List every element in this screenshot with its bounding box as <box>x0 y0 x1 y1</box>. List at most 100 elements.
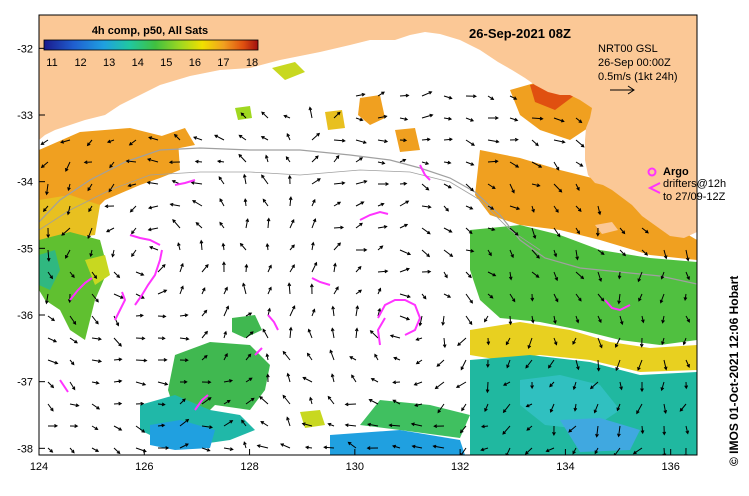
current-arrow <box>131 249 137 258</box>
current-arrow <box>47 315 56 322</box>
current-arrow <box>575 183 580 191</box>
current-arrow <box>465 139 475 146</box>
current-arrow <box>244 263 249 273</box>
current-arrow <box>355 139 367 144</box>
current-arrow <box>65 161 71 172</box>
current-arrow <box>330 373 335 383</box>
current-arrow <box>597 337 603 349</box>
colorbar-tick-label: 14 <box>132 57 144 69</box>
current-arrow <box>179 313 189 318</box>
product-info-line1: NRT00 GSL <box>598 43 658 55</box>
current-arrow <box>157 263 166 273</box>
current-arrow <box>575 161 584 167</box>
sst-patch-east-green <box>470 225 697 345</box>
y-tick-label: -32 <box>17 43 33 55</box>
current-arrow <box>619 249 627 257</box>
current-arrow <box>311 178 321 185</box>
current-arrow <box>684 381 689 390</box>
current-arrow <box>191 200 203 207</box>
colorbar-ticks: 11 12 13 14 15 16 17 18 <box>46 57 258 69</box>
current-arrow <box>421 227 431 235</box>
current-arrow <box>243 198 248 207</box>
drifter-track-7 <box>311 277 331 286</box>
colorbar-tick-label: 12 <box>74 57 86 69</box>
current-arrow <box>413 381 423 386</box>
current-arrow <box>238 153 247 163</box>
current-arrow <box>113 293 125 299</box>
current-arrow <box>309 283 314 295</box>
current-arrow <box>355 305 360 317</box>
current-arrow <box>47 359 59 365</box>
current-arrow <box>311 155 319 163</box>
current-arrow <box>531 227 537 240</box>
current-arrow <box>265 154 269 163</box>
current-arrow <box>91 315 99 325</box>
colorbar-tick-label: 13 <box>103 57 115 69</box>
current-arrow <box>367 422 379 427</box>
current-arrow <box>106 139 115 144</box>
current-arrow <box>465 117 475 122</box>
current-arrow <box>245 312 253 317</box>
current-arrow <box>261 111 269 119</box>
current-arrow <box>327 395 335 405</box>
current-arrow <box>399 267 410 273</box>
sst-patch-se-blue <box>330 430 465 455</box>
current-arrow <box>289 244 295 251</box>
colorbar-tick-label: 18 <box>246 57 258 69</box>
current-arrow <box>87 227 93 239</box>
current-arrow <box>593 403 599 414</box>
sst-patch-north-4 <box>272 62 305 80</box>
current-arrow <box>91 271 98 280</box>
current-arrow <box>190 180 203 185</box>
current-arrow <box>221 242 226 251</box>
sst-patch-west-gold <box>39 195 100 245</box>
current-arrow <box>548 359 555 369</box>
current-arrow <box>168 160 181 165</box>
current-arrow <box>377 287 382 295</box>
current-arrow <box>619 381 623 391</box>
current-arrow <box>437 403 445 414</box>
current-arrow <box>509 293 516 303</box>
x-tick-label: 126 <box>135 461 153 473</box>
current-arrow <box>553 139 566 144</box>
current-arrow <box>147 227 159 232</box>
current-arrow <box>199 239 204 251</box>
current-arrow <box>91 359 103 363</box>
current-arrow <box>530 315 535 324</box>
current-arrow <box>333 181 346 186</box>
current-arrow <box>216 159 225 164</box>
current-arrow <box>267 264 272 273</box>
drifters-label-line1: drifters@12h <box>663 178 726 190</box>
current-arrow <box>432 444 445 449</box>
current-arrow <box>553 161 560 171</box>
current-arrow <box>596 359 601 372</box>
product-info: NRT00 GSL 26-Sep 00:00Z 0.5m/s (1kt 24h) <box>598 43 677 95</box>
current-arrow <box>619 315 624 326</box>
current-arrow <box>333 201 342 207</box>
current-arrow <box>282 394 291 405</box>
current-arrow <box>369 330 379 339</box>
current-arrow <box>572 337 577 345</box>
product-info-line2: 26-Sep 00:00Z <box>598 57 671 69</box>
current-arrow <box>157 289 168 295</box>
x-tick-label: 124 <box>30 461 48 473</box>
current-arrow <box>157 402 166 407</box>
current-arrow <box>377 269 389 274</box>
current-arrow <box>531 139 539 147</box>
current-arrow <box>378 182 390 186</box>
current-arrow <box>301 422 313 427</box>
drifter-track-4 <box>134 249 163 306</box>
current-arrow <box>568 425 577 433</box>
current-arrow <box>61 227 71 236</box>
current-arrow <box>399 138 408 143</box>
colorbar-tick-label: 15 <box>160 57 172 69</box>
current-arrow <box>421 161 430 165</box>
current-arrow <box>639 337 644 348</box>
current-arrow <box>641 315 645 324</box>
current-arrow <box>169 202 181 207</box>
current-arrow <box>91 447 100 452</box>
current-arrow <box>333 225 345 230</box>
x-axis: 124 126 128 130 132 134 136 <box>30 449 680 473</box>
current-arrow <box>663 249 668 260</box>
current-arrow <box>640 382 644 393</box>
